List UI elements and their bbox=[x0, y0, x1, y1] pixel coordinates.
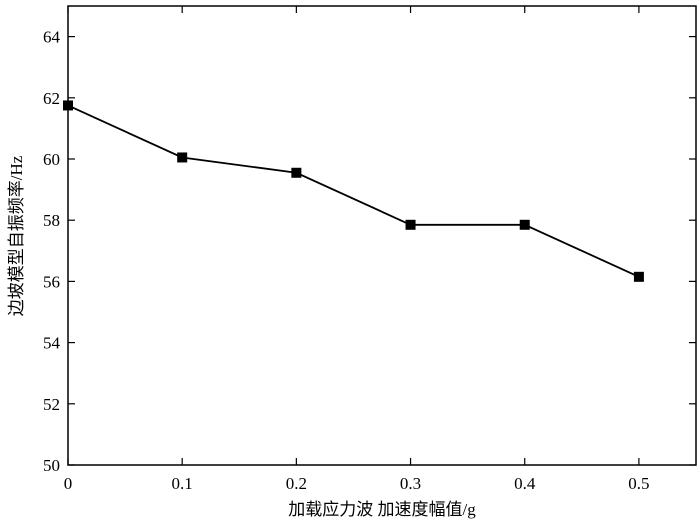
x-tick-label: 0.2 bbox=[286, 474, 307, 493]
marker bbox=[177, 152, 188, 163]
x-tick-label: 0.3 bbox=[400, 474, 421, 493]
marker bbox=[633, 271, 644, 282]
y-tick-label: 56 bbox=[43, 272, 60, 291]
marker bbox=[291, 167, 302, 178]
y-tick-label: 52 bbox=[43, 395, 60, 414]
y-axis-title: 边坡模型自振频率/Hz bbox=[7, 155, 26, 316]
marker bbox=[63, 100, 73, 111]
line bbox=[67, 104, 640, 278]
x-tick-label: 0 bbox=[64, 474, 73, 493]
y-tick-label: 50 bbox=[43, 456, 60, 475]
y-tick-label: 54 bbox=[43, 334, 61, 353]
y-tick-label: 60 bbox=[43, 150, 60, 169]
marker bbox=[405, 219, 416, 230]
x-tick-label: 0.1 bbox=[172, 474, 193, 493]
y-tick-label: 62 bbox=[43, 89, 60, 108]
x-tick-label: 0.4 bbox=[514, 474, 536, 493]
x-axis-title: 加载应力波 加速度幅值/g bbox=[288, 500, 476, 519]
x-tick-label: 0.5 bbox=[628, 474, 649, 493]
marker bbox=[519, 219, 530, 230]
y-tick-label: 58 bbox=[43, 211, 60, 230]
y-tick-label: 64 bbox=[43, 28, 61, 47]
plot-frame bbox=[67, 5, 697, 466]
